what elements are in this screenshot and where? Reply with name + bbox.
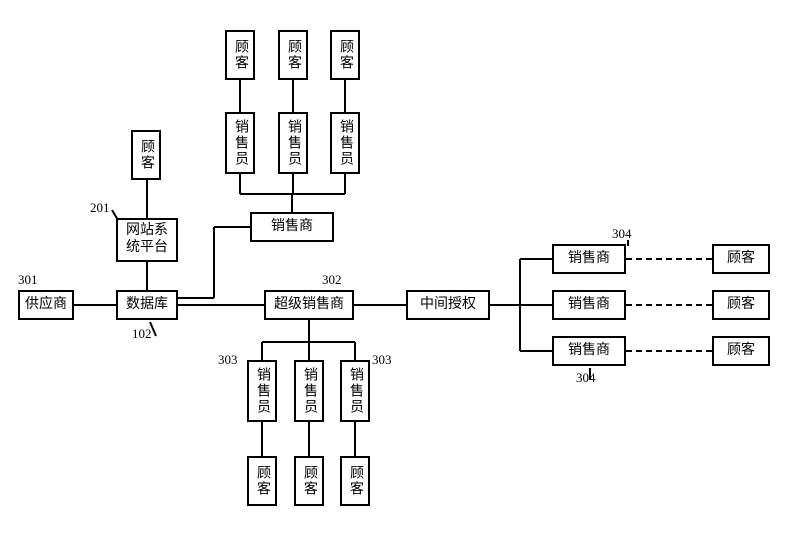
node-customer-r2: 顾客 — [712, 290, 770, 320]
node-database: 数据库 — [116, 290, 178, 320]
ref-102: 102 — [132, 326, 152, 342]
label-platform: 网站系统平台 — [118, 221, 176, 259]
node-customer-top-2: 顾客 — [278, 30, 308, 80]
node-salesperson-bot-2: 销售员 — [294, 360, 324, 422]
label-cust-r2: 顾客 — [723, 295, 759, 316]
label-cust-top-1: 顾客 — [233, 39, 247, 71]
node-supplier: 供应商 — [18, 290, 74, 320]
node-seller-r2: 销售商 — [552, 290, 626, 320]
node-customer-r3: 顾客 — [712, 336, 770, 366]
ref-304a: 304 — [612, 226, 632, 242]
label-sp-top-3: 销售员 — [338, 119, 352, 167]
ref-302: 302 — [322, 272, 342, 288]
node-seller-r1: 销售商 — [552, 244, 626, 274]
label-sp-top-2: 销售员 — [286, 119, 300, 167]
label-cust-bot-1: 顾客 — [255, 465, 269, 497]
node-customer-r1: 顾客 — [712, 244, 770, 274]
node-customer-bot-1: 顾客 — [247, 456, 277, 506]
diagram-edges — [0, 0, 800, 544]
label-cust-top-3: 顾客 — [338, 39, 352, 71]
node-seller-r3: 销售商 — [552, 336, 626, 366]
label-cust-r1: 顾客 — [723, 249, 759, 270]
dashed-edge-2 — [626, 304, 712, 306]
label-cust-top-2: 顾客 — [286, 39, 300, 71]
label-sp-bot-3: 销售员 — [348, 367, 362, 415]
label-seller-r2: 销售商 — [564, 295, 614, 316]
ref-303b: 303 — [372, 352, 392, 368]
dashed-edge-3 — [626, 350, 712, 352]
label-sp-top-1: 销售员 — [233, 119, 247, 167]
label-database: 数据库 — [122, 295, 172, 316]
node-seller-top: 销售商 — [250, 212, 334, 242]
label-cust-bot-2: 顾客 — [302, 465, 316, 497]
node-platform: 网站系统平台 — [116, 218, 178, 262]
label-cust-r3: 顾客 — [723, 341, 759, 362]
label-platform-customer: 顾客 — [139, 139, 153, 171]
label-seller-r1: 销售商 — [564, 249, 614, 270]
node-platform-customer: 顾客 — [131, 130, 161, 180]
label-seller-r3: 销售商 — [564, 341, 614, 362]
ref-304b: 304 — [576, 370, 596, 386]
label-super-seller: 超级销售商 — [270, 295, 348, 316]
node-salesperson-top-2: 销售员 — [278, 112, 308, 174]
node-salesperson-top-1: 销售员 — [225, 112, 255, 174]
ref-303a: 303 — [218, 352, 238, 368]
node-mid-auth: 中间授权 — [406, 290, 490, 320]
ref-301: 301 — [18, 272, 38, 288]
label-cust-bot-3: 顾客 — [348, 465, 362, 497]
node-customer-top-3: 顾客 — [330, 30, 360, 80]
dashed-edge-1 — [626, 258, 712, 260]
node-salesperson-top-3: 销售员 — [330, 112, 360, 174]
label-supplier: 供应商 — [21, 295, 71, 316]
node-customer-bot-3: 顾客 — [340, 456, 370, 506]
label-mid-auth: 中间授权 — [416, 295, 480, 316]
label-sp-bot-2: 销售员 — [302, 367, 316, 415]
label-sp-bot-1: 销售员 — [255, 367, 269, 415]
node-customer-top-1: 顾客 — [225, 30, 255, 80]
node-customer-bot-2: 顾客 — [294, 456, 324, 506]
label-seller-top: 销售商 — [267, 217, 317, 238]
ref-201: 201 — [90, 200, 110, 216]
node-salesperson-bot-3: 销售员 — [340, 360, 370, 422]
node-salesperson-bot-1: 销售员 — [247, 360, 277, 422]
node-super-seller: 超级销售商 — [264, 290, 354, 320]
